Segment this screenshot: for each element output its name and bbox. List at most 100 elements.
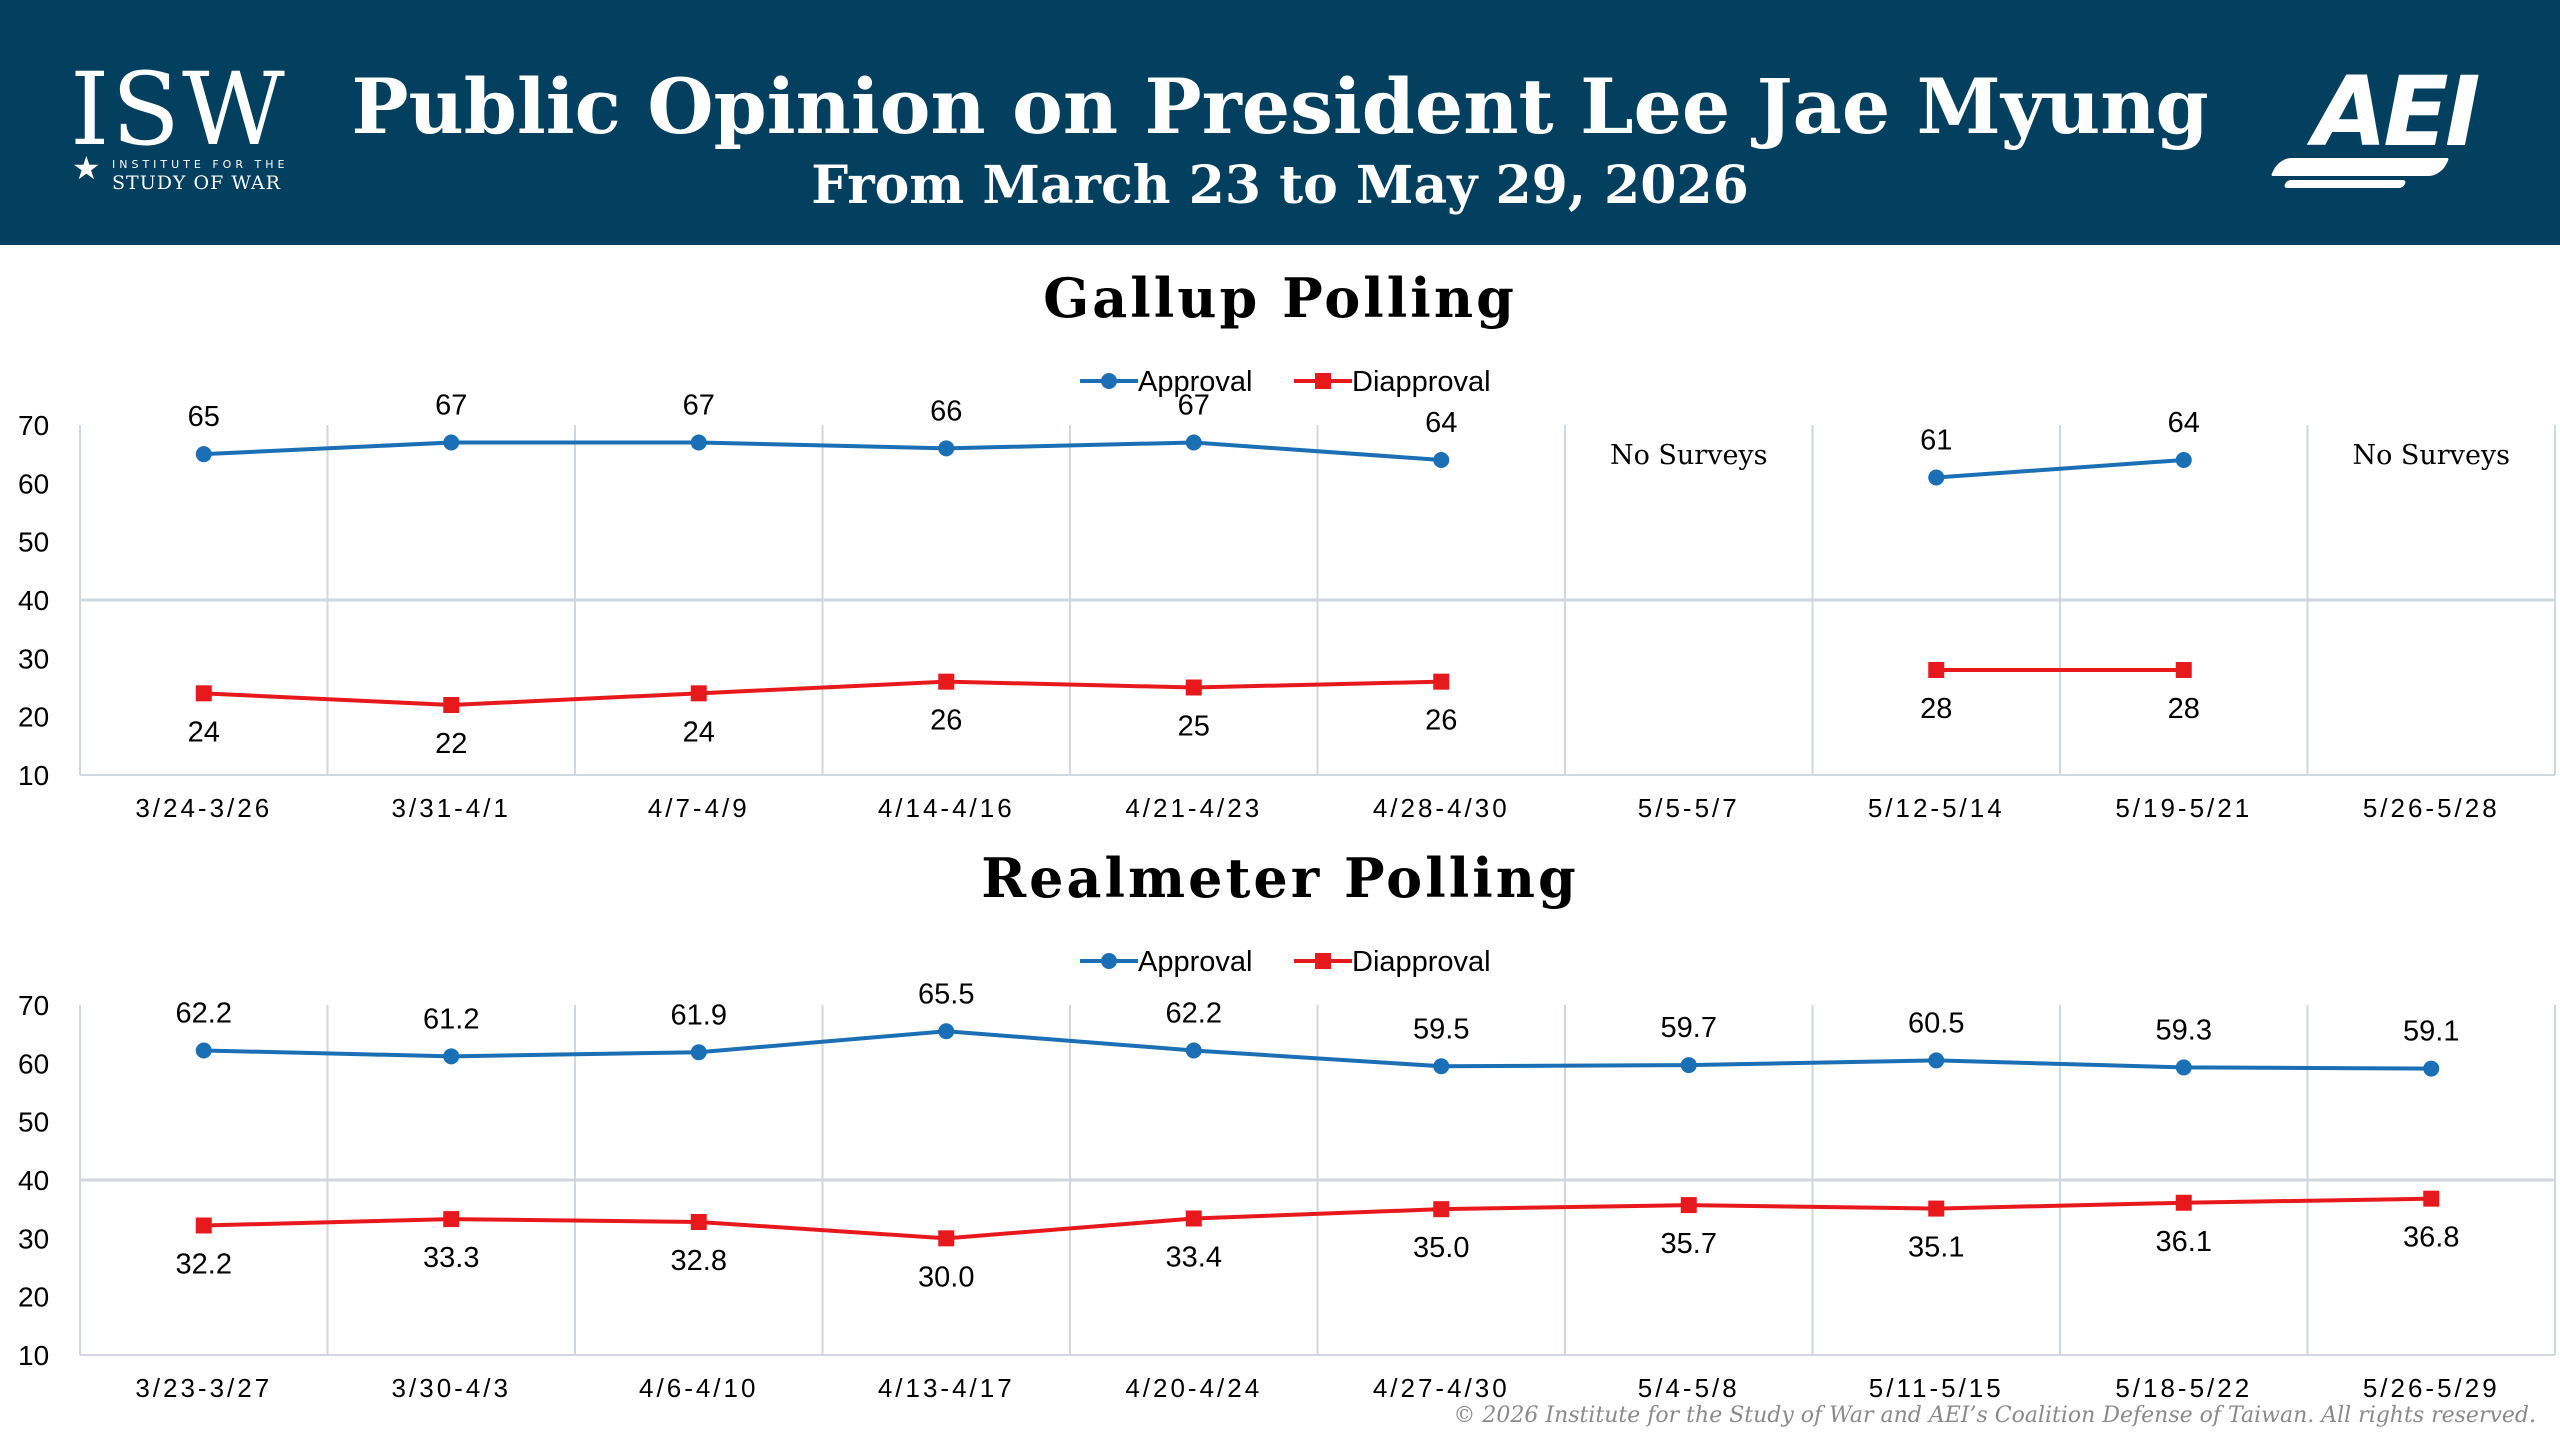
gallup-x-tick-label: 3/31-4/1 — [392, 793, 511, 823]
gallup-approval-data-label: 66 — [930, 395, 962, 427]
realmeter-approval-point — [2175, 1059, 2192, 1076]
gallup-series-approval-line — [203, 440, 1442, 462]
gallup-disapproval-point — [938, 673, 955, 690]
gallup-x-tick-label: 4/14-4/16 — [878, 793, 1015, 823]
gallup-x-tick-label: 5/26-5/28 — [2363, 793, 2500, 823]
gallup-disapproval-data-label: 24 — [683, 716, 715, 748]
realmeter-y-tick-label: 10 — [18, 1340, 49, 1371]
gallup-approval-point — [1433, 452, 1450, 468]
realmeter-approval-point — [443, 1048, 460, 1065]
gallup-series-approval-line — [1936, 458, 2184, 480]
realmeter-chart: Realmeter Polling Approval Diapproval 10 20 3… — [18, 846, 2556, 1403]
realmeter-disapproval-point — [1433, 1201, 1450, 1218]
aei-logo: AEI — [2270, 62, 2515, 188]
gallup-chart-title: Gallup Polling — [1043, 266, 1517, 330]
gallup-disapproval-point — [690, 685, 707, 702]
realmeter-approval-point — [690, 1044, 707, 1061]
realmeter-approval-data-label: 62.2 — [176, 998, 232, 1030]
realmeter-y-tick-label: 30 — [18, 1223, 49, 1254]
realmeter-x-tick-label: 3/30-4/3 — [392, 1373, 511, 1403]
realmeter-approval-data-label: 59.1 — [2403, 1016, 2459, 1048]
realmeter-disapproval-data-label: 36.8 — [2403, 1222, 2459, 1254]
realmeter-disapproval-point — [690, 1214, 707, 1230]
gallup-approval-point — [690, 434, 707, 451]
realmeter-disapproval-point — [938, 1230, 955, 1247]
gallup-disapproval-point — [1433, 673, 1450, 690]
gallup-approval-data-label: 67 — [435, 390, 467, 422]
realmeter-y-tick-label: 50 — [18, 1107, 49, 1138]
gallup-x-tick-label: 5/12-5/14 — [1868, 793, 2005, 823]
realmeter-disapproval-data-label: 30.0 — [918, 1261, 974, 1293]
gallup-disapproval-point — [443, 697, 460, 713]
gallup-disapproval-data-label: 26 — [1425, 705, 1457, 737]
realmeter-disapproval-data-label: 33.3 — [423, 1242, 479, 1274]
header-banner: ISW ★ INSTITUTE FOR THE STUDY OF WAR Pub… — [0, 0, 2560, 245]
realmeter-disapproval-data-label: 35.1 — [1908, 1232, 1964, 1264]
gallup-approval-data-label: 64 — [1425, 407, 1457, 439]
realmeter-legend-disapproval-label: Diapproval — [1352, 946, 1491, 978]
realmeter-approval-point — [195, 1042, 212, 1059]
realmeter-disapproval-point — [2423, 1190, 2440, 1207]
gallup-x-tick-label: 4/7-4/9 — [648, 793, 750, 823]
realmeter-series-approval-line — [203, 1029, 2432, 1071]
gallup-annotation-no-surveys: No Surveys — [2352, 440, 2510, 471]
gallup-approval-point — [2175, 452, 2192, 468]
gallup-legend-disapproval-label: Diapproval — [1352, 366, 1491, 398]
gallup-legend-approval-label: Approval — [1138, 366, 1252, 398]
realmeter-disapproval-point — [195, 1217, 212, 1234]
realmeter-approval-point — [1433, 1058, 1450, 1075]
realmeter-approval-point — [1680, 1057, 1697, 1074]
gallup-y-tick-label: 60 — [18, 468, 49, 499]
realmeter-approval-data-label: 61.9 — [671, 999, 727, 1031]
gallup-chart: Gallup Polling Approval Diapproval 10 20 30 40… — [18, 266, 2556, 823]
gallup-disapproval-data-label: 26 — [930, 705, 962, 737]
gallup-x-tick-label: 4/21-4/23 — [1125, 793, 1262, 823]
gallup-approval-data-label: 61 — [1920, 425, 1952, 457]
gallup-y-tick-label: 40 — [18, 585, 49, 616]
page-subtitle: From March 23 to May 29, 2026 — [811, 155, 1749, 216]
gallup-x-tick-label: 3/24-3/26 — [135, 793, 272, 823]
realmeter-x-tick-label: 4/27-4/30 — [1373, 1373, 1510, 1403]
realmeter-legend-approval-marker — [1101, 953, 1117, 969]
gallup-disapproval-point — [1185, 679, 1202, 696]
realmeter-approval-data-label: 59.7 — [1661, 1012, 1717, 1044]
realmeter-x-tick-label: 4/20-4/24 — [1125, 1373, 1262, 1403]
gallup-approval-data-label: 64 — [2168, 407, 2200, 439]
realmeter-approval-data-label: 60.5 — [1908, 1007, 1964, 1039]
realmeter-approval-point — [1928, 1052, 1945, 1069]
gallup-disapproval-data-label: 25 — [1178, 711, 1210, 743]
realmeter-disapproval-data-label: 36.1 — [2156, 1226, 2212, 1258]
isw-logo: ISW ★ INSTITUTE FOR THE STUDY OF WAR — [62, 51, 302, 195]
gallup-legend-disapproval-marker — [1315, 373, 1331, 389]
gallup-disapproval-data-label: 28 — [2168, 693, 2200, 725]
realmeter-disapproval-point — [2175, 1194, 2192, 1211]
isw-logo-letters: ISW — [70, 51, 287, 168]
gallup-approval-point — [938, 440, 955, 457]
gallup-disapproval-point — [2175, 662, 2192, 678]
gallup-x-tick-label: 5/5-5/7 — [1638, 793, 1740, 823]
copyright-notice: © 2026 Institute for the Study of War an… — [1453, 1403, 2536, 1428]
gallup-disapproval-data-label: 24 — [188, 716, 220, 748]
realmeter-approval-point — [2423, 1060, 2440, 1077]
realmeter-disapproval-point — [1928, 1200, 1945, 1217]
gallup-y-tick-label: 10 — [18, 760, 49, 791]
star-icon: ★ — [72, 150, 101, 186]
realmeter-approval-data-label: 62.2 — [1166, 998, 1222, 1030]
page-title: Public Opinion on President Lee Jae Myun… — [351, 62, 2209, 151]
gallup-approval-point — [1928, 469, 1945, 486]
gallup-approval-data-label: 67 — [683, 390, 715, 422]
aei-swoosh-icon-2 — [2283, 180, 2407, 188]
gallup-y-tick-label: 50 — [18, 527, 49, 558]
gallup-y-tick-label: 70 — [18, 410, 49, 441]
gallup-disapproval-data-label: 28 — [1920, 693, 1952, 725]
realmeter-x-tick-label: 5/26-5/29 — [2363, 1373, 2500, 1403]
gallup-y-tick-label: 30 — [18, 643, 49, 674]
realmeter-legend-approval-label: Approval — [1138, 946, 1252, 978]
gallup-y-tick-label: 20 — [18, 702, 49, 733]
gallup-approval-point — [443, 434, 460, 451]
realmeter-approval-point — [1185, 1042, 1202, 1059]
isw-logo-line2: STUDY OF WAR — [112, 172, 281, 194]
realmeter-y-tick-label: 70 — [18, 990, 49, 1021]
realmeter-y-tick-label: 60 — [18, 1048, 49, 1079]
aei-swoosh-icon — [2270, 158, 2450, 176]
